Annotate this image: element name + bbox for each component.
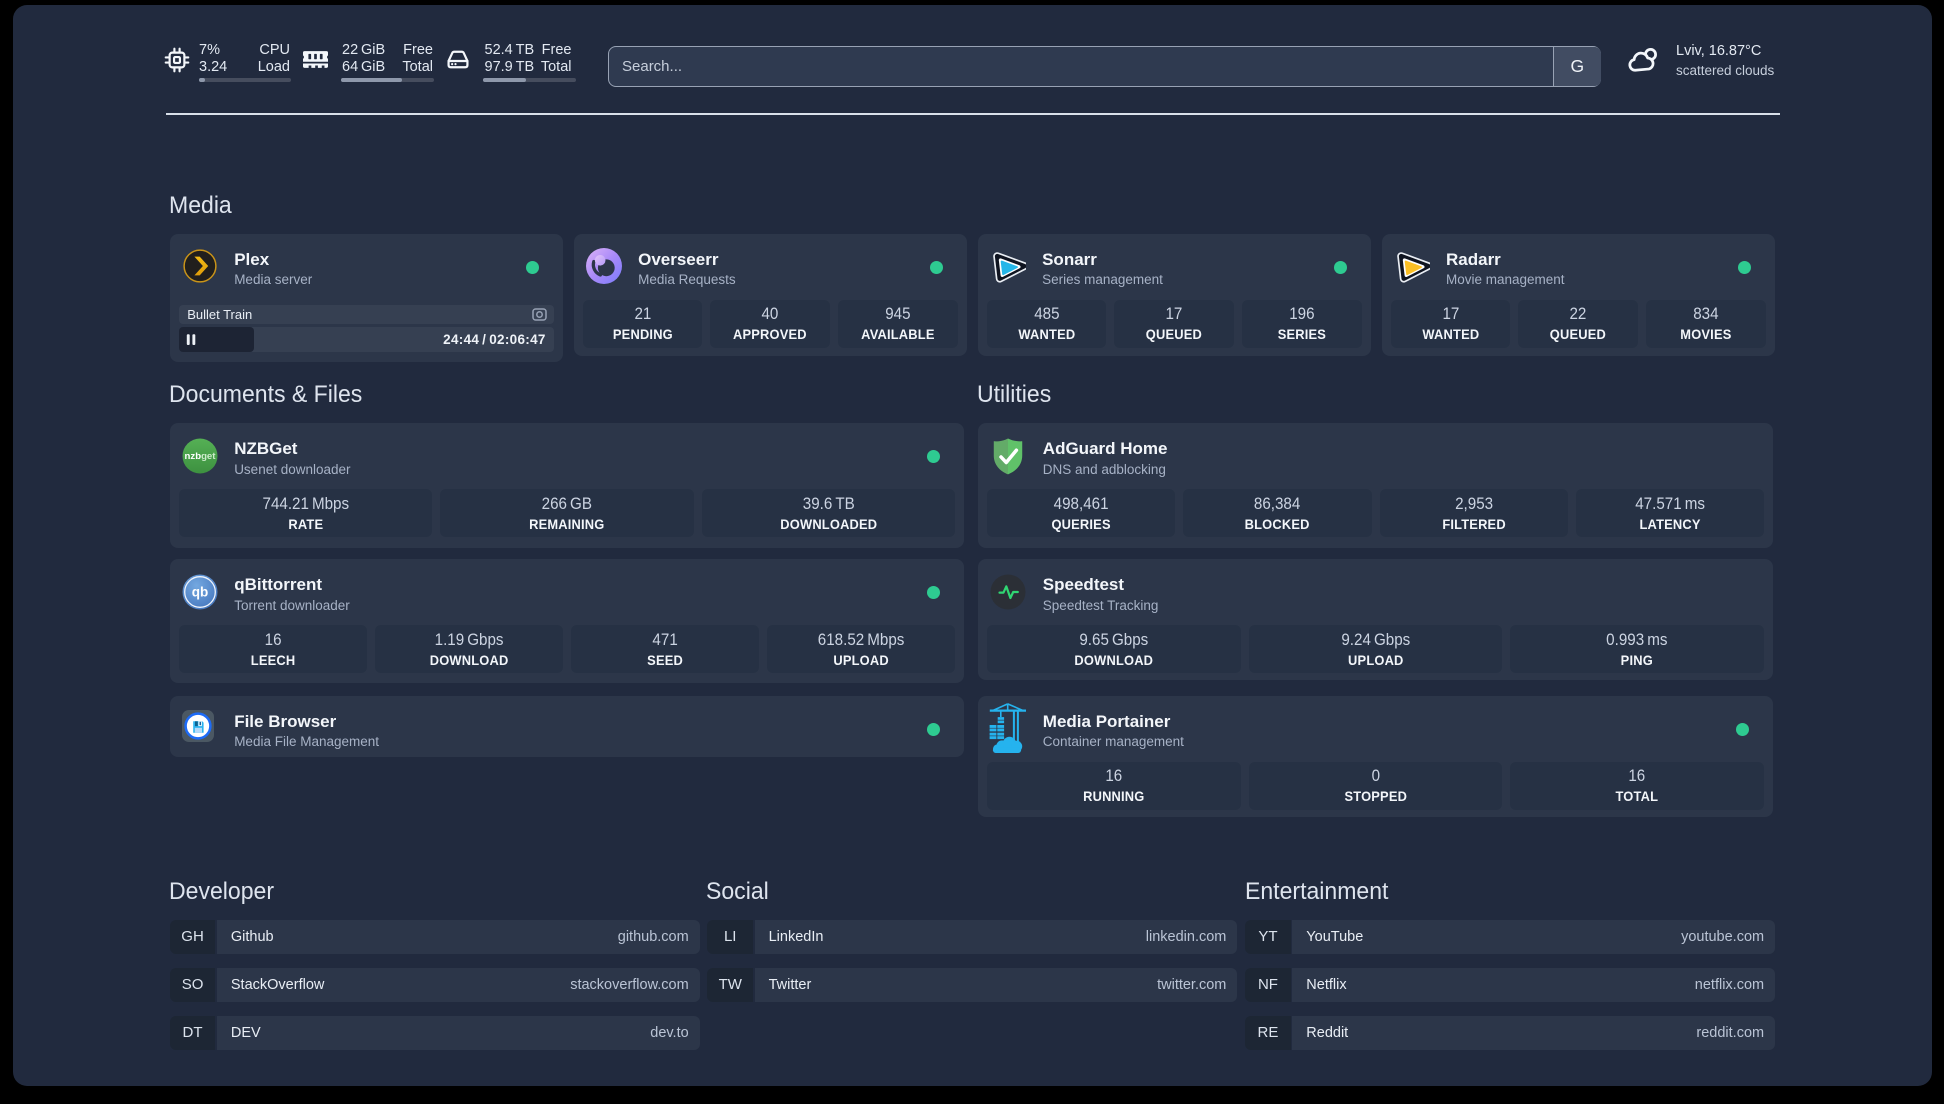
svg-text:nzbget: nzbget [184, 451, 216, 462]
svg-text:qb: qb [191, 584, 208, 599]
